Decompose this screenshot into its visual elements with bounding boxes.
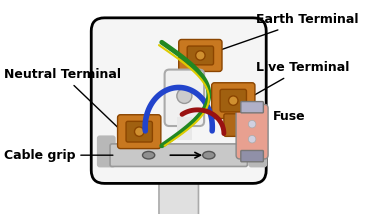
FancyBboxPatch shape xyxy=(220,89,246,112)
Circle shape xyxy=(248,120,256,128)
Circle shape xyxy=(177,88,192,103)
FancyBboxPatch shape xyxy=(159,162,198,221)
Ellipse shape xyxy=(203,151,215,159)
Circle shape xyxy=(135,127,144,136)
Text: Cable grip: Cable grip xyxy=(4,149,113,162)
Circle shape xyxy=(248,135,256,143)
FancyBboxPatch shape xyxy=(241,151,263,162)
FancyBboxPatch shape xyxy=(118,115,161,149)
FancyBboxPatch shape xyxy=(211,83,255,118)
FancyBboxPatch shape xyxy=(91,18,266,183)
Text: Neutral Terminal: Neutral Terminal xyxy=(4,68,121,130)
Text: Fuse: Fuse xyxy=(267,110,305,126)
FancyBboxPatch shape xyxy=(179,40,222,71)
Circle shape xyxy=(229,96,238,105)
FancyBboxPatch shape xyxy=(165,70,204,126)
FancyBboxPatch shape xyxy=(241,102,263,113)
FancyBboxPatch shape xyxy=(236,104,268,159)
FancyBboxPatch shape xyxy=(224,114,243,136)
Circle shape xyxy=(196,51,205,60)
FancyBboxPatch shape xyxy=(248,135,267,168)
Bar xyxy=(177,117,192,140)
FancyBboxPatch shape xyxy=(97,135,116,168)
Ellipse shape xyxy=(142,151,155,159)
FancyBboxPatch shape xyxy=(187,46,213,65)
FancyBboxPatch shape xyxy=(126,121,152,142)
Text: Live Terminal: Live Terminal xyxy=(254,61,349,95)
Text: Earth Terminal: Earth Terminal xyxy=(218,13,358,51)
FancyBboxPatch shape xyxy=(110,144,248,166)
